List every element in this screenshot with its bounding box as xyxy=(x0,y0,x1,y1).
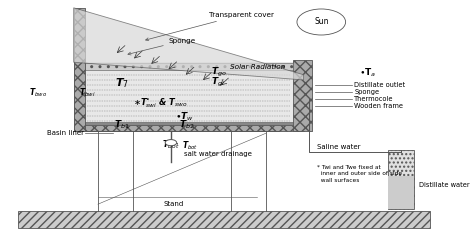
Text: T$_7$: T$_7$ xyxy=(115,77,129,90)
Bar xyxy=(73,125,303,131)
Text: Distillate outlet: Distillate outlet xyxy=(355,82,406,88)
Text: Sponge: Sponge xyxy=(355,89,380,95)
Text: Wooden frame: Wooden frame xyxy=(355,103,403,109)
Bar xyxy=(85,62,292,125)
Text: T$_{bwi}$: T$_{bwi}$ xyxy=(80,87,96,99)
Text: T$_{gi}$: T$_{gi}$ xyxy=(211,76,225,89)
Text: salt water drainage: salt water drainage xyxy=(184,151,252,157)
Text: * Twi and Twe fixed at
  inner and outer side of side
  wall surfaces: * Twi and Twe fixed at inner and outer s… xyxy=(317,165,402,183)
Circle shape xyxy=(297,9,346,35)
Polygon shape xyxy=(73,8,303,80)
Text: $\bullet$T$_a$: $\bullet$T$_a$ xyxy=(359,67,376,79)
Bar xyxy=(18,211,429,228)
Text: T$_{bot}$: T$_{bot}$ xyxy=(182,140,198,153)
Text: T$_{bwo}$: T$_{bwo}$ xyxy=(29,87,47,99)
Text: T$_{bot}$: T$_{bot}$ xyxy=(162,139,180,151)
Bar xyxy=(388,176,414,209)
Bar xyxy=(85,122,292,125)
Text: Sun: Sun xyxy=(314,17,328,26)
Bar xyxy=(73,60,85,131)
Text: $\bullet$T$_w$: $\bullet$T$_w$ xyxy=(174,110,194,123)
Text: Stand: Stand xyxy=(163,201,183,207)
Bar xyxy=(85,63,292,70)
Text: T$_{b2}$: T$_{b2}$ xyxy=(179,119,194,131)
Text: Solar Radiation: Solar Radiation xyxy=(229,64,285,70)
Text: Sponge: Sponge xyxy=(128,38,196,55)
Text: $\ast$T$^{\bullet}_{swi}$ & T$_{swo}$: $\ast$T$^{\bullet}_{swi}$ & T$_{swo}$ xyxy=(133,97,188,110)
Bar xyxy=(292,60,312,131)
Text: Thermocole: Thermocole xyxy=(355,96,394,102)
Text: Distillate water: Distillate water xyxy=(419,182,469,188)
Text: Basin liner: Basin liner xyxy=(47,130,84,136)
Text: Saline water: Saline water xyxy=(317,144,360,150)
Text: Transparent cover: Transparent cover xyxy=(146,12,273,41)
Text: T$_{b1}$: T$_{b1}$ xyxy=(114,119,130,131)
Circle shape xyxy=(165,139,177,146)
Text: T$_{go}$: T$_{go}$ xyxy=(211,66,227,79)
Bar xyxy=(388,150,414,209)
Polygon shape xyxy=(73,8,85,131)
